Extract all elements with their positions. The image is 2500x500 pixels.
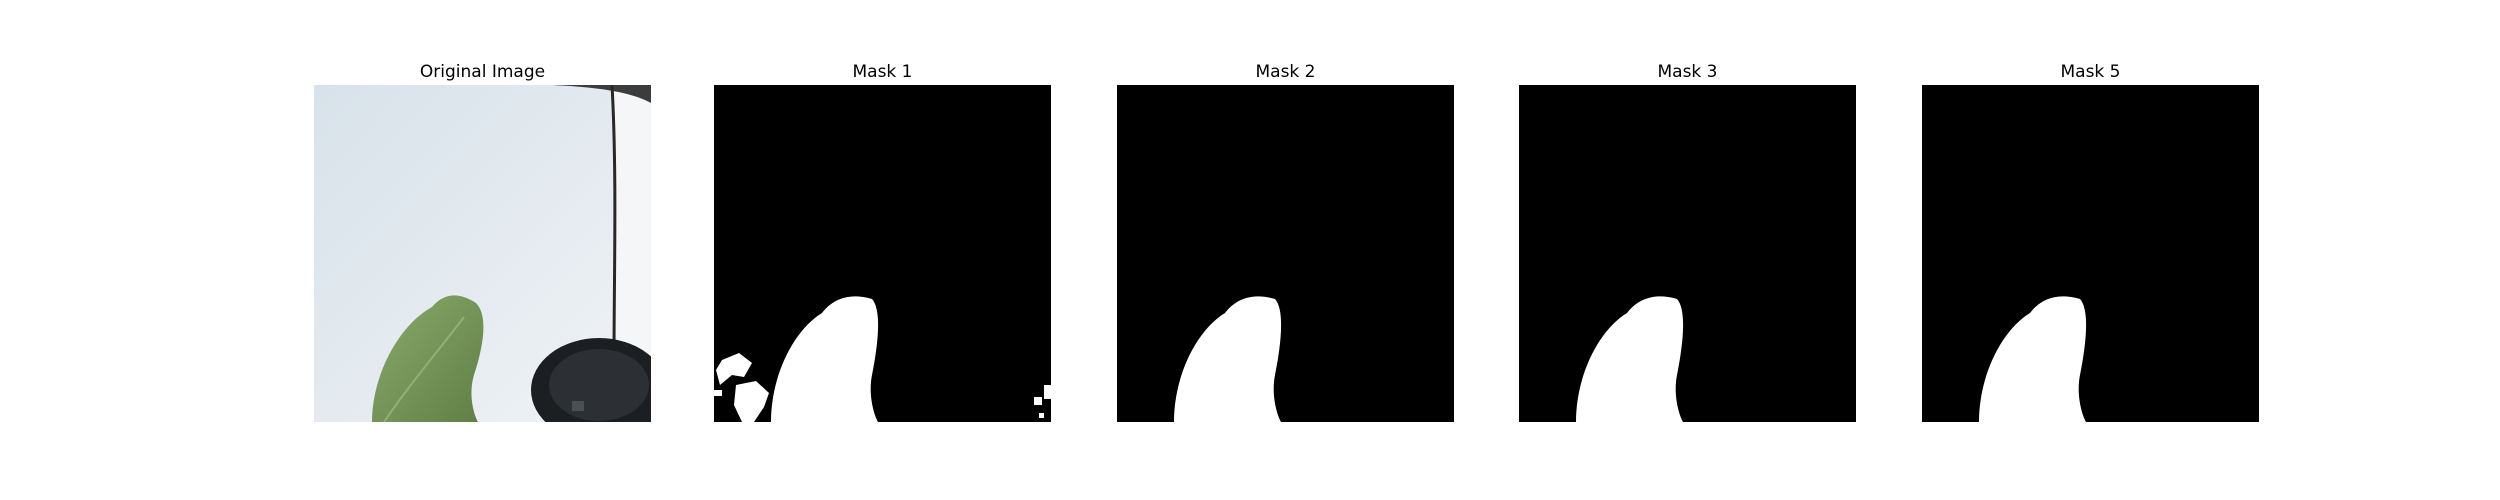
mask-foreground (1174, 296, 1282, 422)
mask-2-image (1117, 85, 1454, 422)
panel-mask-1: Mask 1 (714, 60, 1051, 422)
leaf-vein (383, 316, 465, 422)
panel-title: Original Image (419, 62, 546, 82)
mask-1-image (714, 85, 1051, 422)
original-image (314, 85, 651, 422)
top-edge-shadow (552, 85, 651, 103)
panel-title: Mask 3 (1657, 62, 1718, 82)
mask-foreground (1576, 296, 1684, 422)
mask-noise (714, 390, 722, 396)
panel-mask-5: Mask 5 (1922, 60, 2259, 422)
mask-noise (734, 381, 769, 422)
mask-background (1117, 85, 1454, 422)
mask-foreground (1979, 296, 2087, 422)
mask-noise (1034, 397, 1042, 405)
mask-noise (1039, 413, 1044, 418)
pot-rim (549, 349, 649, 421)
mask-5-image (1922, 85, 2259, 422)
panel-title: Mask 1 (852, 62, 913, 82)
pole (610, 85, 617, 361)
pot-detail (572, 401, 584, 411)
mask-background (1519, 85, 1856, 422)
mask-noise (1044, 385, 1051, 399)
panel-title: Mask 5 (2060, 62, 2121, 82)
panel-title: Mask 2 (1255, 62, 1316, 82)
panel-mask-2: Mask 2 (1117, 60, 1454, 422)
mask-noise (716, 353, 752, 385)
mask-foreground (771, 296, 879, 422)
panel-original-image: Original Image (314, 60, 651, 422)
mask-3-image (1519, 85, 1856, 422)
mask-background (714, 85, 1051, 422)
mask-background (1922, 85, 2259, 422)
panel-mask-3: Mask 3 (1519, 60, 1856, 422)
mask-noise (726, 371, 731, 375)
